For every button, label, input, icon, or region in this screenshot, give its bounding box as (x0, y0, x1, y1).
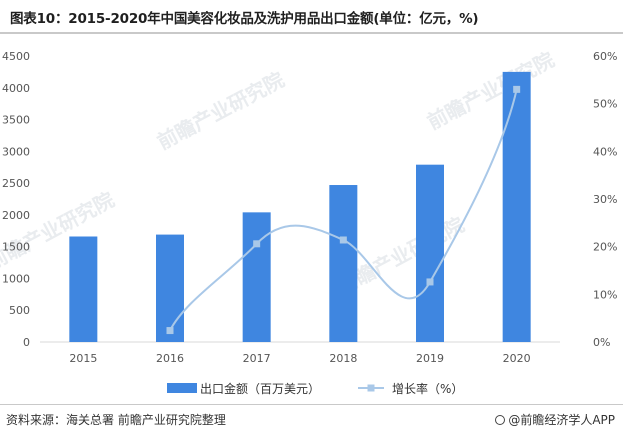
growth-rate-point-2019 (426, 278, 434, 286)
brand-credit: @前瞻经济学人APP (495, 411, 615, 428)
growth-rate-point-2020 (513, 85, 521, 93)
y-left-tick-label: 2000 (2, 209, 30, 222)
x-tick-label: 2019 (416, 352, 444, 365)
growth-rate-point-2017 (253, 240, 261, 248)
bar-2015 (69, 236, 98, 342)
legend-bar-label: 出口金额（百万美元） (200, 381, 320, 396)
bar-2017 (242, 212, 271, 342)
growth-rate-line (169, 89, 518, 332)
x-tick-label: 2017 (243, 352, 271, 365)
y-left-tick-label: 3500 (2, 114, 30, 127)
chart-title: 图表10：2015-2020年中国美容化妆品及洗护用品出口金额(单位：亿元，%) (10, 11, 479, 27)
y-right-tick-label: 40% (593, 145, 617, 158)
y-right-tick-label: 20% (593, 241, 617, 254)
growth-rate-point-2016 (166, 327, 174, 335)
bar-2019 (416, 164, 444, 342)
y-left-tick-label: 500 (9, 304, 30, 317)
y-left-tick-label: 1000 (2, 272, 30, 285)
y-left-tick-label: 0 (23, 336, 30, 349)
y-right-tick-label: 0% (593, 336, 610, 349)
legend-line-marker (367, 384, 375, 392)
x-tick-label: 2020 (503, 352, 531, 365)
brand-text: @前瞻经济学人APP (508, 413, 615, 427)
y-right-tick-label: 10% (593, 288, 617, 301)
y-left-tick-label: 4000 (2, 82, 30, 95)
bar-2018 (329, 185, 358, 342)
x-tick-label: 2016 (156, 352, 184, 365)
x-tick-label: 2015 (69, 352, 97, 365)
x-tick-label: 2018 (329, 352, 357, 365)
y-left-tick-label: 4500 (2, 50, 30, 63)
source-note: 资料来源：海关总署 前瞻产业研究院整理 (6, 413, 226, 427)
y-right-tick-label: 30% (593, 193, 617, 206)
legend-bar-swatch (167, 383, 197, 393)
y-left-tick-label: 3000 (2, 145, 30, 158)
y-left-tick-label: 2500 (2, 177, 30, 190)
legend-line-label: 增长率（%） (392, 381, 463, 396)
bar-2016 (156, 234, 184, 342)
brand-logo-icon (495, 415, 506, 425)
y-left-tick-label: 1500 (2, 241, 30, 254)
title-divider (0, 32, 623, 34)
growth-rate-point-2018 (339, 236, 347, 244)
y-right-tick-label: 60% (593, 50, 617, 63)
bar-2020 (502, 71, 531, 342)
y-right-tick-label: 50% (593, 98, 617, 111)
footer-divider (0, 404, 623, 405)
